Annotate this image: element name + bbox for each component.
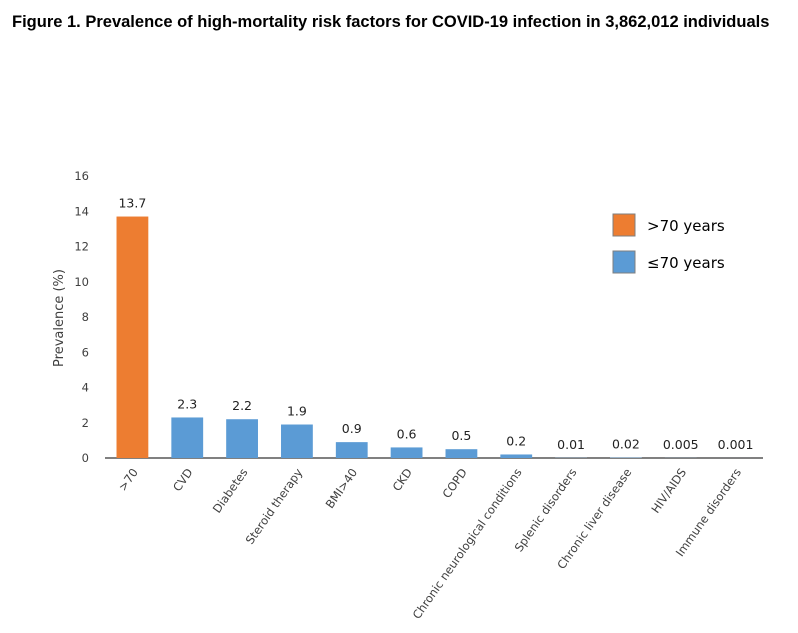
bar: [171, 417, 204, 458]
x-tick-label: Steroid therapy: [243, 466, 306, 547]
x-tick-label: Diabetes: [210, 466, 251, 516]
value-label: 2.3: [177, 396, 197, 411]
y-tick-label: 2: [82, 416, 89, 430]
y-tick-label: 10: [74, 275, 89, 289]
x-tick-label: Chronic neurological conditions: [410, 466, 525, 622]
legend: >70 years ≤70 years: [612, 213, 725, 274]
bar: [445, 449, 478, 458]
value-label: 0.9: [342, 421, 362, 436]
legend-label-younger: ≤70 years: [647, 254, 725, 272]
y-tick-label: 6: [82, 345, 89, 359]
bar: [226, 419, 258, 458]
bar: [390, 447, 423, 458]
y-tick-label: 0: [82, 451, 89, 465]
y-tick-label: 16: [74, 169, 89, 183]
x-tick-label: >70: [115, 466, 140, 494]
bar: [335, 442, 368, 458]
value-label: 0.01: [557, 437, 585, 452]
x-tick-label: CVD: [170, 466, 196, 494]
value-label: 0.001: [718, 437, 754, 452]
value-label: 0.6: [397, 426, 417, 441]
value-label: 0.02: [612, 437, 640, 452]
x-tick-label: COPD: [440, 466, 470, 501]
bar: [500, 454, 533, 458]
figure-title: Figure 1. Prevalence of high-mortality r…: [12, 13, 770, 31]
value-label: 0.5: [451, 428, 471, 443]
value-labels: 13.7 2.3 2.2 1.9 0.9 0.6 0.5 0.2 0.01 0.02 0.005 0.…: [118, 196, 753, 452]
x-tick-label: CKD: [390, 466, 416, 494]
y-axis-title: Prevalence (%): [52, 269, 67, 367]
y-axis-label: Prevalence (%): [52, 269, 67, 367]
x-tick-label: BMI>40: [323, 466, 361, 511]
bars: [116, 216, 752, 458]
bar: [281, 424, 313, 458]
value-label: 2.2: [232, 398, 252, 413]
y-tick-label: 4: [82, 381, 89, 395]
y-tick-label: 14: [74, 204, 89, 218]
value-label: 0.2: [506, 433, 526, 448]
value-label: 1.9: [287, 404, 307, 419]
value-label: 0.005: [663, 437, 699, 452]
x-tick-label: HIV/AIDS: [648, 466, 689, 516]
bar: [116, 216, 149, 458]
y-tick-label: 12: [74, 240, 89, 254]
legend-label-older: >70 years: [647, 217, 725, 235]
y-tick-label: 8: [82, 310, 89, 324]
legend-swatch-younger: [612, 250, 636, 274]
value-label: 13.7: [118, 196, 146, 211]
y-tick-labels: 0 2 4 6 8 10 12 14 16: [74, 169, 89, 465]
legend-swatch-older: [612, 213, 636, 237]
